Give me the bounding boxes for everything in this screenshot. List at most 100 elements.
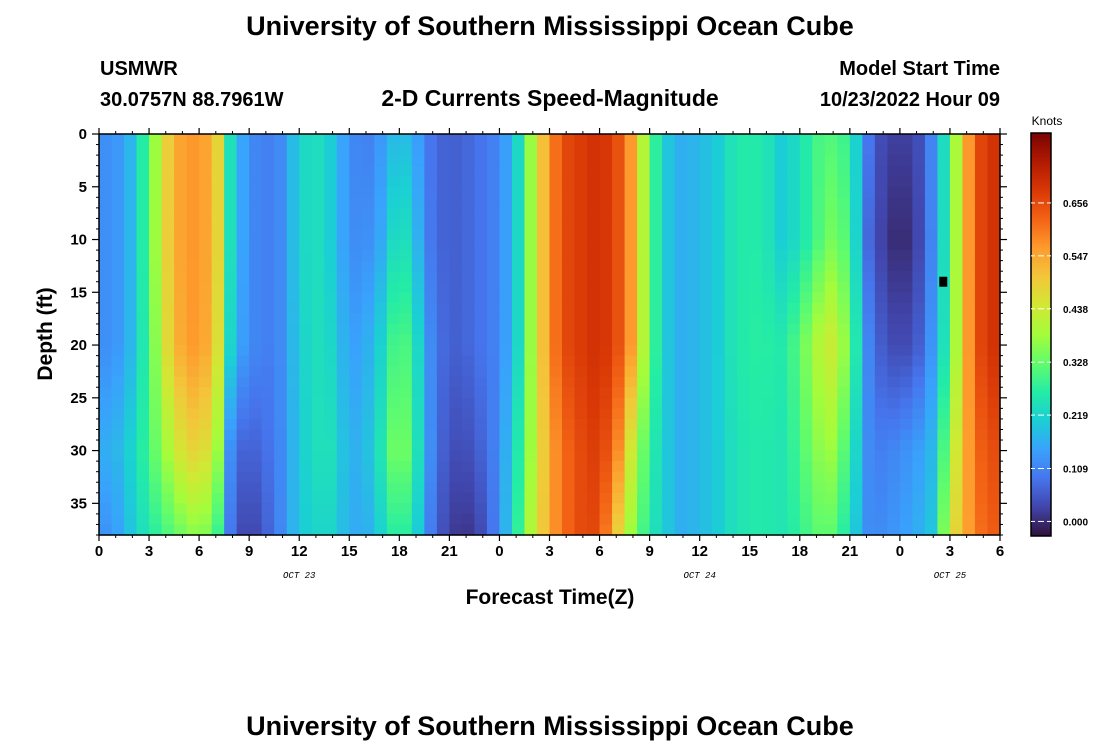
heatmap-cell (324, 302, 338, 314)
heatmap-cell (874, 503, 888, 515)
heatmap-cell (662, 176, 676, 188)
heatmap-cell (887, 387, 901, 399)
heatmap-cell (386, 250, 400, 262)
heatmap-cell (486, 513, 501, 526)
heatmap-cell (812, 440, 826, 452)
heatmap-cell (674, 334, 688, 346)
heatmap-cell (987, 450, 1001, 462)
heatmap-cell (912, 387, 926, 399)
heatmap-cell (386, 134, 400, 146)
heatmap-cell (649, 292, 663, 304)
heatmap-cell (787, 387, 801, 399)
colorbar-unit-label: Knots (1032, 114, 1063, 128)
heatmap-cell (486, 313, 501, 325)
heatmap-cell (411, 134, 425, 146)
heatmap-cell (574, 239, 588, 251)
colorbar-tick-label: 0.438 (1063, 305, 1088, 316)
heatmap-cell (974, 429, 989, 441)
heatmap-cell (499, 302, 513, 314)
heatmap-cell (749, 165, 763, 177)
heatmap-cell (699, 165, 713, 177)
heatmap-cell (637, 376, 651, 388)
heatmap-cell (511, 313, 526, 325)
heatmap-cell (461, 366, 476, 378)
heatmap-cell (649, 144, 663, 156)
heatmap-cell (161, 429, 175, 441)
heatmap-cell (649, 418, 663, 431)
heatmap-cell (461, 323, 476, 336)
heatmap-cell (236, 228, 250, 241)
heatmap-cell (136, 471, 150, 483)
heatmap-cell (274, 197, 288, 209)
heatmap-cell (587, 513, 601, 526)
heatmap-cell (199, 292, 213, 304)
heatmap-cell (849, 376, 863, 388)
heatmap-cell (599, 155, 613, 167)
heatmap-cell (724, 461, 738, 473)
heatmap-cell (737, 281, 751, 293)
heatmap-cell (912, 228, 926, 241)
heatmap-cell (649, 239, 663, 251)
heatmap-cell (899, 345, 913, 357)
heatmap-cell (386, 144, 400, 156)
heatmap-cell (612, 355, 626, 367)
heatmap-cell (424, 503, 438, 515)
heatmap-cell (499, 376, 513, 388)
heatmap-cell (724, 155, 738, 167)
heatmap-cell (449, 292, 463, 304)
heatmap-cell (511, 524, 526, 536)
heatmap-cell (386, 165, 400, 177)
heatmap-cell (662, 461, 676, 473)
heatmap-cell (436, 418, 450, 431)
heatmap-cell (987, 250, 1001, 262)
heatmap-cell (862, 292, 876, 304)
heatmap-cell (224, 492, 238, 504)
heatmap-cell (374, 482, 388, 494)
heatmap-cell (899, 492, 913, 504)
heatmap-cell (511, 165, 526, 177)
heatmap-cell (286, 323, 300, 336)
heatmap-cell (311, 471, 325, 483)
heatmap-cell (974, 218, 989, 230)
heatmap-cell (724, 228, 738, 241)
heatmap-cell (274, 186, 288, 198)
heatmap-cell (887, 313, 901, 325)
heatmap-cell (812, 429, 826, 441)
heatmap-cell (524, 429, 538, 441)
heatmap-cell (649, 471, 663, 483)
heatmap-cell (424, 450, 438, 462)
heatmap-cell (99, 144, 113, 156)
heatmap-cell (261, 197, 275, 209)
heatmap-cell (524, 461, 538, 473)
heatmap-cell (524, 186, 538, 198)
heatmap-cell (687, 313, 701, 325)
heatmap-cell (937, 387, 951, 399)
heatmap-cell (174, 355, 188, 367)
heatmap-cell (261, 334, 275, 346)
heatmap-cell (424, 197, 438, 209)
heatmap-cell (974, 450, 989, 462)
heatmap-cell (637, 313, 651, 325)
heatmap-cell (286, 492, 300, 504)
heatmap-cell (962, 429, 976, 441)
heatmap-cell (311, 440, 325, 452)
heatmap-cell (549, 144, 563, 156)
heatmap-cell (261, 218, 275, 230)
heatmap-cell (386, 260, 400, 272)
heatmap-cell (224, 524, 238, 536)
heatmap-cell (324, 492, 338, 504)
heatmap-cell (136, 513, 150, 526)
heatmap-cell (336, 165, 350, 177)
heatmap-cell (724, 397, 738, 409)
heatmap-cell (712, 524, 726, 536)
heatmap-cell (161, 408, 175, 420)
heatmap-cell (987, 334, 1001, 346)
heatmap-cell (336, 355, 350, 367)
heatmap-cell (649, 334, 663, 346)
heatmap-cell (499, 228, 513, 241)
heatmap-cell (399, 176, 413, 188)
heatmap-cell (587, 503, 601, 515)
heatmap-cell (599, 165, 613, 177)
heatmap-cell (249, 281, 263, 293)
heatmap-cell (962, 366, 976, 378)
